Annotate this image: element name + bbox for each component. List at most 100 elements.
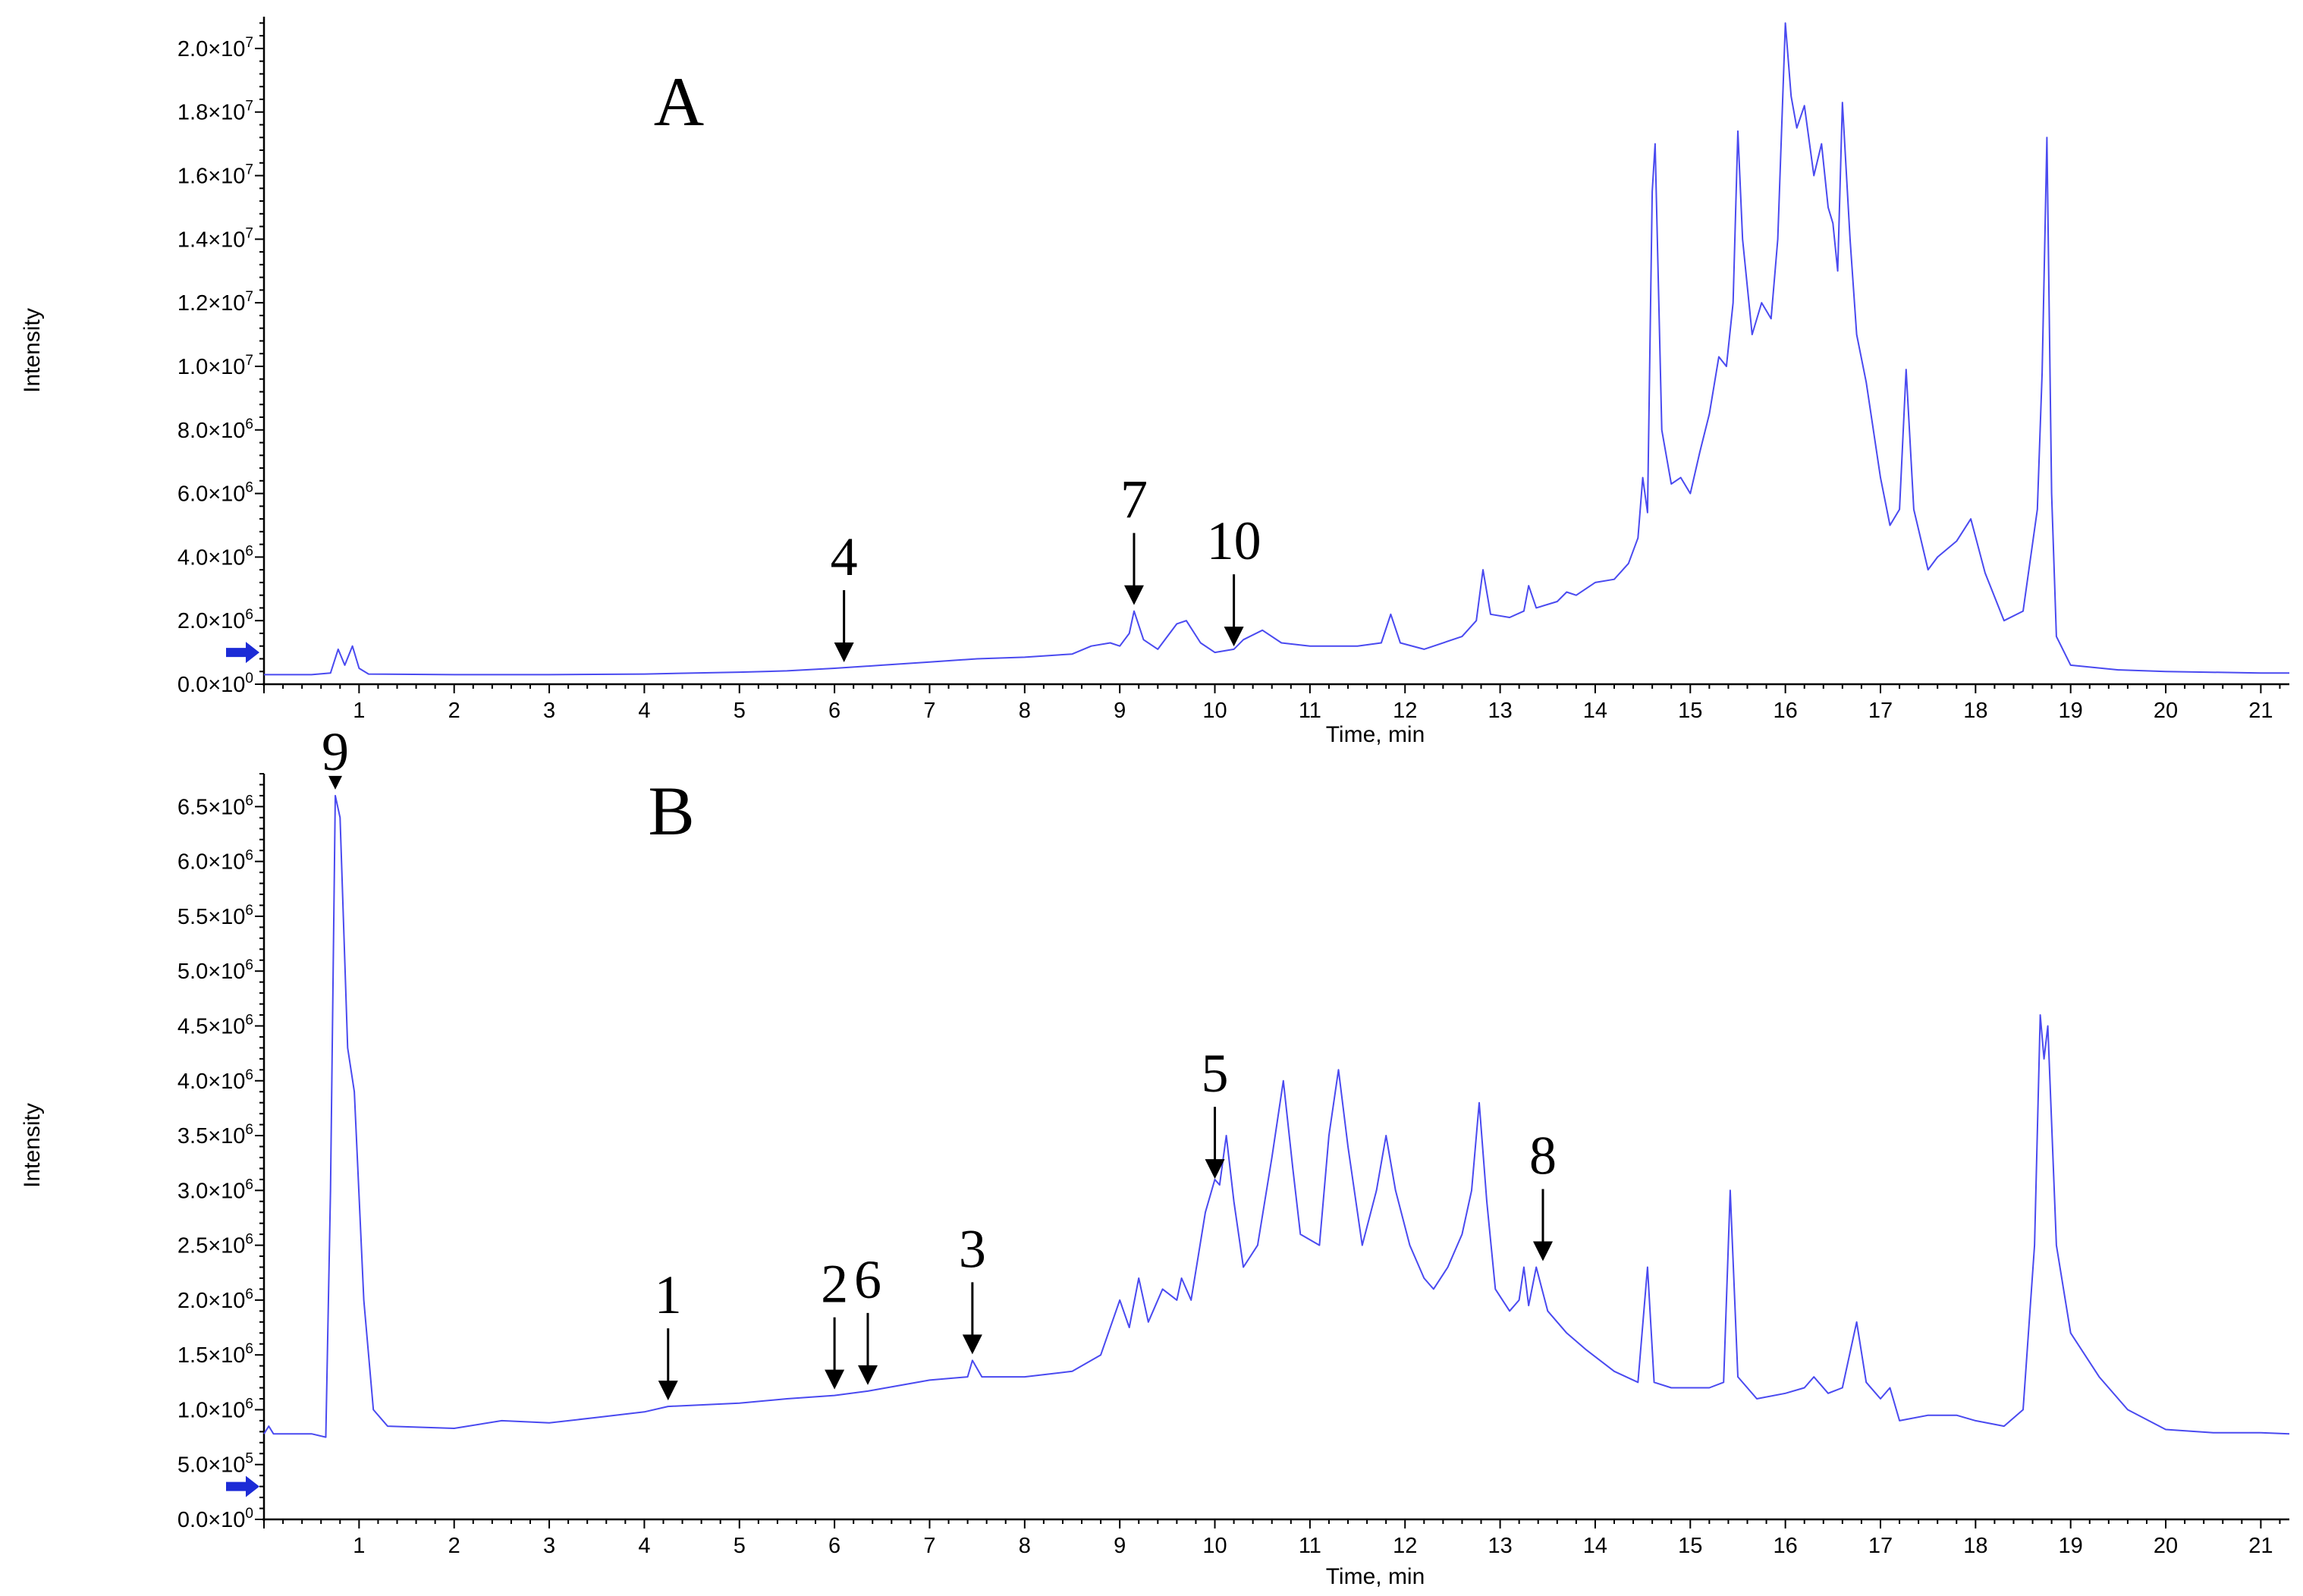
peak-label: 6 (854, 1249, 881, 1310)
panel-b-x-tick-label: 11 (1299, 1534, 1321, 1558)
panel-a-x-tick-label: 12 (1393, 699, 1417, 723)
panel-b-peak-annotation-3: 3 (959, 1218, 986, 1355)
panel-b-y-axis-label: Intensity (20, 1103, 45, 1188)
panel-a-peak-annotation-10: 10 (1207, 511, 1261, 647)
panel-b-x-tick-label: 17 (1868, 1534, 1893, 1558)
peak-label: 8 (1529, 1126, 1557, 1186)
peak-label: 5 (1202, 1043, 1229, 1104)
panel-b-x-tick-label: 2 (448, 1534, 460, 1558)
arrow-head (1123, 585, 1144, 605)
panel-b-y-tick-label: 5.5×106 (178, 903, 253, 929)
panel-b-x-axis-label: Time, min (1326, 1564, 1425, 1589)
panel-b: 1 2 3 4 5 6 7 8 9 10 11 12 13 14 15 16 17 18 19 20 210.0×100… (20, 721, 2290, 1589)
panel-b-x-tick-label: 6 (828, 1534, 840, 1558)
panel-b-x-tick-label: 15 (1678, 1534, 1702, 1558)
panel-b-y-tick-label: 2.0×106 (178, 1287, 253, 1313)
panel-b-x-tick-label: 14 (1583, 1534, 1607, 1558)
panel-a-x-tick-label: 3 (543, 699, 555, 723)
panel-a-x-tick-label: 5 (734, 699, 746, 723)
panel-a-baseline-marker-icon (226, 642, 259, 664)
arrow-head (1532, 1241, 1553, 1261)
peak-label: 9 (322, 721, 349, 782)
panel-b-y-tick-label: 2.5×106 (178, 1232, 253, 1258)
panel-b-y-tick-label: 5.0×105 (178, 1451, 253, 1478)
panel-b-y-tick-label: 1.5×106 (178, 1341, 253, 1368)
panel-a-x-tick-label: 10 (1202, 699, 1227, 723)
panel-b-baseline-marker-icon (226, 1475, 259, 1497)
peak-label: 3 (959, 1218, 986, 1279)
panel-a-x-tick-label: 4 (638, 699, 650, 723)
panel-b-x-tick-label: 8 (1019, 1534, 1031, 1558)
panel-a-panel-label: A (654, 63, 704, 140)
arrow-head (825, 1369, 845, 1390)
panel-b-x-tick-label: 1 (353, 1534, 365, 1558)
arrow-head (1205, 1159, 1225, 1180)
peak-label: 2 (821, 1254, 848, 1315)
peak-label: 7 (1120, 470, 1148, 530)
panel-b-peak-annotation-9: 9 (322, 721, 349, 790)
panel-b-x-tick-label: 18 (1963, 1534, 1987, 1558)
panel-a-x-tick-label: 20 (2154, 699, 2178, 723)
panel-a-y-tick-label: 1.8×107 (178, 99, 253, 125)
panel-b-x-tick-label: 5 (734, 1534, 746, 1558)
panel-a-x-tick-label: 18 (1963, 699, 1987, 723)
panel-b-y-tick-label: 6.0×106 (178, 848, 253, 875)
panel-b-y-tick-label: 3.0×106 (178, 1177, 253, 1203)
arrow-head (658, 1381, 678, 1401)
arrow-head (1224, 627, 1244, 647)
arrow-head (834, 642, 854, 663)
panel-b-x-tick-label: 3 (543, 1534, 555, 1558)
panel-b-peak-annotation-6: 6 (854, 1249, 881, 1385)
panel-b-chromatogram-trace (263, 794, 2290, 1438)
panel-a-y-tick-label: 4.0×106 (178, 543, 253, 570)
panel-b-x-tick-label: 13 (1488, 1534, 1512, 1558)
panel-b-y-tick-label: 0.0×100 (178, 1506, 253, 1532)
panel-a-y-tick-label: 1.6×107 (178, 162, 253, 189)
arrow-head (857, 1365, 878, 1385)
panel-b-x-tick-label: 12 (1393, 1534, 1417, 1558)
panel-a-x-tick-label: 17 (1868, 699, 1893, 723)
panel-a-x-tick-label: 7 (923, 699, 935, 723)
arrow-head (962, 1334, 982, 1355)
panel-a-x-tick-label: 15 (1678, 699, 1702, 723)
panel-b-peak-annotation-1: 1 (655, 1265, 682, 1401)
panel-a-chromatogram-trace (264, 22, 2289, 676)
panel-a-x-tick-label: 14 (1583, 699, 1607, 723)
panel-a-x-tick-label: 6 (828, 699, 840, 723)
panel-a-x-axis-label: Time, min (1326, 722, 1425, 747)
panel-b-peak-annotation-8: 8 (1529, 1126, 1557, 1261)
panel-a-y-tick-label: 6.0×106 (178, 480, 253, 507)
panel-a-x-tick-label: 11 (1299, 699, 1321, 723)
panel-a-x-tick-label: 13 (1488, 699, 1512, 723)
panel-a-peak-annotation-4: 4 (831, 526, 858, 663)
panel-a-y-tick-label: 2.0×106 (178, 607, 253, 633)
panel-a-y-tick-label: 0.0×100 (178, 671, 253, 697)
panel-b-peak-annotation-2: 2 (821, 1254, 848, 1390)
peak-label: 4 (831, 526, 858, 587)
panel-b-y-tick-label: 1.0×106 (178, 1396, 253, 1422)
panel-b-x-tick-label: 20 (2154, 1534, 2178, 1558)
panel-a-x-tick-label: 2 (448, 699, 460, 723)
panel-a-y-axis-label: Intensity (20, 308, 45, 393)
panel-b-y-tick-label: 6.5×106 (178, 793, 253, 819)
panel-b-x-tick-label: 21 (2248, 1534, 2273, 1558)
panel-b-y-tick-label: 4.0×106 (178, 1067, 253, 1094)
panel-b-y-tick-label: 5.0×106 (178, 957, 253, 984)
panel-a-x-tick-label: 8 (1019, 699, 1031, 723)
panel-a-y-tick-label: 8.0×106 (178, 416, 253, 443)
panel-b-x-tick-label: 10 (1202, 1534, 1227, 1558)
panel-a-y-tick-label: 2.0×107 (178, 35, 253, 61)
panel-b-x-tick-label: 9 (1114, 1534, 1126, 1558)
panel-a-peak-annotation-7: 7 (1120, 470, 1148, 605)
panel-b-x-tick-label: 16 (1774, 1534, 1798, 1558)
panel-a-x-tick-label: 19 (2059, 699, 2083, 723)
peak-label: 1 (655, 1265, 682, 1325)
panel-a: 1 2 3 4 5 6 7 8 9 10 11 12 13 14 15 16 17 18 19 20 210.0×100… (20, 17, 2289, 747)
panel-a-y-tick-label: 1.0×107 (178, 353, 253, 379)
panel-a-x-tick-label: 21 (2248, 699, 2273, 723)
panel-b-y-tick-label: 3.5×106 (178, 1122, 253, 1148)
panel-b-x-tick-label: 7 (923, 1534, 935, 1558)
panel-b-panel-label: B (648, 772, 694, 850)
panel-b-peak-annotation-5: 5 (1202, 1043, 1229, 1180)
